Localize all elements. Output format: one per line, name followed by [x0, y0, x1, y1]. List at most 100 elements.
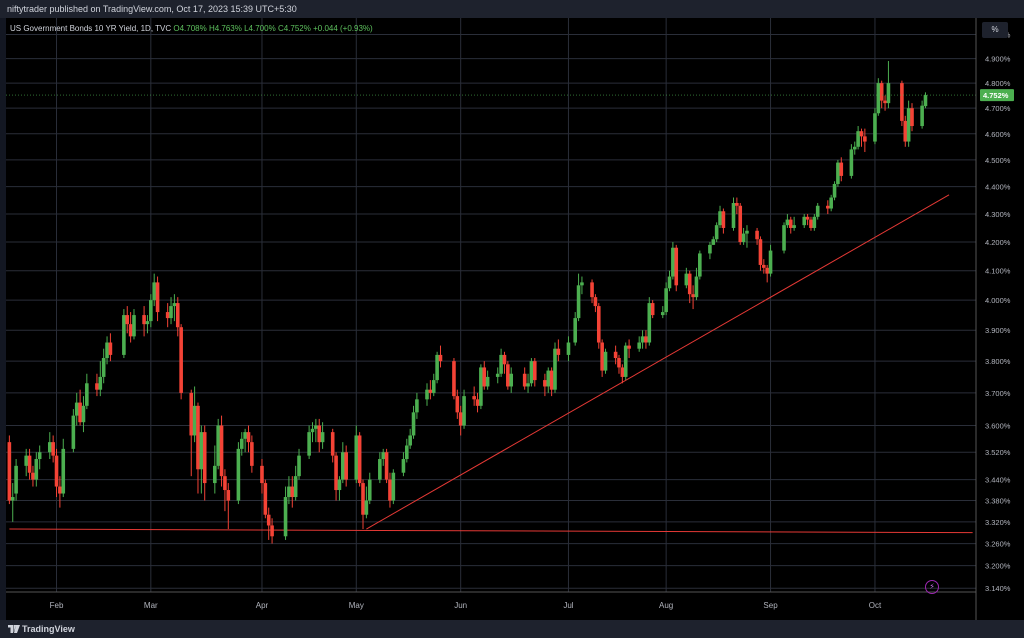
candle-body: [650, 303, 655, 316]
candle: [364, 486, 369, 519]
candle-body: [381, 452, 386, 460]
candle: [509, 367, 514, 393]
candle-body: [660, 312, 665, 316]
candle: [307, 425, 311, 460]
candle: [590, 279, 594, 304]
candle: [674, 244, 679, 292]
candle: [576, 273, 581, 322]
candle-body: [900, 83, 904, 121]
candle-body: [246, 432, 251, 443]
candle: [216, 418, 220, 470]
candle-body: [10, 497, 15, 501]
candle-body: [805, 216, 810, 220]
candle: [883, 95, 887, 111]
y-tick-label: 4.200%: [985, 238, 1011, 247]
price-axis[interactable]: 3.140% 3.200% 3.260% 3.320% 3.380% 3.440% 3.52…: [985, 31, 1011, 594]
candle-body: [613, 351, 618, 359]
lightning-icon[interactable]: ⚡: [925, 580, 939, 594]
candle: [142, 306, 146, 337]
y-tick-label: 4.100%: [985, 267, 1011, 276]
candle: [671, 242, 675, 280]
candle-body: [873, 113, 877, 142]
candle-body: [81, 405, 86, 423]
y-tick-label: 4.300%: [985, 210, 1011, 219]
candle: [812, 214, 817, 231]
candle-body: [149, 300, 153, 322]
y-tick-label: 4.400%: [985, 183, 1011, 192]
trendline-rising-support[interactable]: [366, 194, 950, 530]
candle-body: [401, 459, 406, 473]
candle-body: [920, 105, 924, 127]
candle-body: [482, 367, 487, 387]
candle: [58, 476, 62, 508]
candle-body: [502, 354, 507, 365]
candle: [145, 315, 150, 334]
percent-scale-button[interactable]: %: [982, 22, 1008, 38]
candle: [283, 486, 288, 540]
footer-brand: TradingView: [22, 624, 75, 634]
candle: [553, 342, 557, 393]
candle-body: [755, 230, 759, 240]
x-tick-label: Apr: [256, 601, 269, 610]
candle-body: [876, 83, 881, 114]
candle: [522, 367, 527, 390]
candle: [788, 216, 793, 234]
candle-body: [34, 459, 39, 480]
candle: [627, 339, 631, 359]
candle-body: [260, 465, 264, 484]
candle-body: [307, 432, 311, 456]
candle: [125, 306, 130, 334]
candle-body: [590, 282, 594, 298]
candle: [768, 244, 773, 277]
legend-symbol: US Government Bonds 10 YR Yield, 1D, TVC: [10, 24, 172, 33]
candle-body: [239, 438, 244, 449]
candle: [826, 200, 830, 215]
candle: [900, 80, 904, 127]
tradingview-logo-icon: [8, 625, 20, 633]
candle: [74, 392, 79, 426]
candlestick-chart[interactable]: 3.140% 3.200% 3.260% 3.320% 3.380% 3.440% 3.52…: [6, 18, 1024, 620]
candle-body: [714, 225, 719, 240]
candle: [758, 236, 763, 271]
x-tick-label: Aug: [659, 601, 673, 610]
candle: [101, 348, 106, 384]
candle-body: [226, 490, 231, 501]
candle-body: [620, 367, 625, 377]
candle-body: [250, 442, 254, 466]
candle-body: [152, 282, 156, 301]
candle: [314, 418, 318, 443]
candle-body: [522, 373, 527, 387]
trendline-horizontal-support[interactable]: [9, 528, 973, 534]
candle: [876, 78, 881, 116]
candle-body: [54, 455, 59, 487]
candle: [239, 432, 244, 456]
candle-body: [455, 396, 460, 413]
candle: [721, 208, 726, 234]
candle-body: [691, 294, 695, 298]
candle-body: [903, 120, 908, 142]
candle-body: [47, 442, 52, 453]
candle-body: [330, 432, 335, 456]
candle: [98, 361, 103, 397]
candle-body: [14, 465, 18, 494]
candle-body: [58, 486, 62, 494]
chart-pane[interactable]: 3.140% 3.200% 3.260% 3.320% 3.380% 3.440% 3.52…: [6, 18, 1024, 620]
candle: [593, 294, 598, 313]
candle: [708, 242, 712, 260]
candle-body: [832, 183, 837, 198]
candle-body: [266, 514, 271, 526]
candle: [425, 383, 429, 406]
candle: [596, 303, 601, 349]
y-tick-label: 3.200%: [985, 562, 1011, 571]
candle-body: [425, 389, 429, 400]
candle-body: [883, 100, 887, 104]
x-tick-label: Oct: [869, 601, 882, 610]
candle-body: [596, 306, 601, 343]
candle: [687, 270, 692, 304]
candle-body: [128, 324, 133, 337]
candle: [815, 203, 820, 220]
candle-body: [687, 273, 692, 295]
candle-body: [617, 358, 621, 368]
candle-body: [741, 233, 746, 243]
time-axis[interactable]: Feb Mar Apr May Jun Jul Aug Sep Oct: [50, 601, 882, 610]
